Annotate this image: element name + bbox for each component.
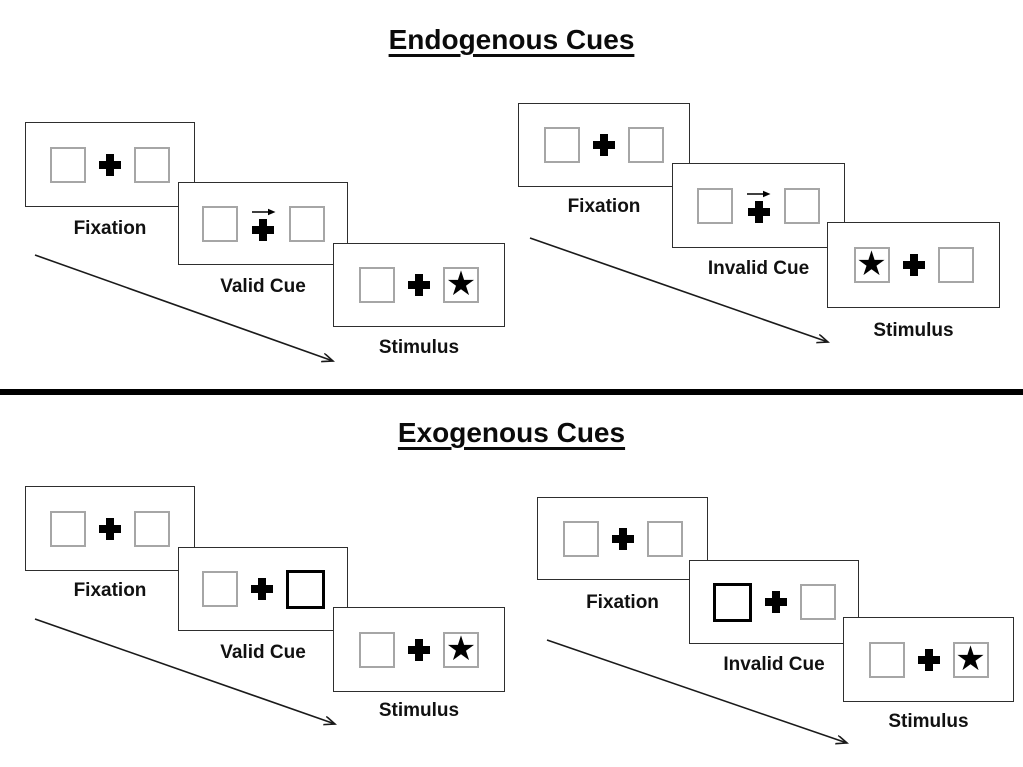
left-placeholder-box: [544, 127, 580, 163]
panel-label: Valid Cue: [220, 276, 306, 297]
left-placeholder-box: [201, 571, 238, 607]
endogenous-valid-cue-panel: [178, 182, 348, 265]
fixation-cross-icon: [764, 591, 787, 613]
fixation-cross-icon: [747, 200, 770, 223]
left-placeholder-box: [562, 520, 599, 557]
right-placeholder-box: [784, 187, 820, 224]
exogenous-invalid-fixation-panel: [537, 497, 708, 580]
panel-label: Stimulus: [888, 711, 969, 732]
right-placeholder-box: [628, 127, 664, 163]
panel-label: Invalid Cue: [723, 654, 825, 675]
endogenous-invalid-cue-panel: [672, 163, 845, 248]
panel-label: Stimulus: [378, 337, 460, 358]
exogenous-invalid-cue-panel: [689, 560, 859, 644]
star-icon: ★: [955, 638, 986, 679]
exogenous-section-title: Exogenous Cues: [397, 417, 626, 448]
endogenous-valid-fixation-panel: [25, 122, 195, 207]
section-divider: [0, 389, 1023, 395]
exogenous-invalid-stimulus-panel: ★: [843, 617, 1014, 702]
panel-label: Fixation: [73, 218, 147, 239]
right-placeholder-box: [134, 146, 170, 183]
fixation-cross-icon: [902, 254, 925, 276]
fixation-cross-icon: [408, 638, 430, 661]
timeline-arrow-exogenous-valid: [34, 618, 335, 724]
left-highlighted-cue-box: [712, 582, 752, 622]
right-target-box: ★: [443, 628, 479, 669]
left-placeholder-box: [359, 631, 395, 668]
right-target-box: ★: [952, 638, 989, 679]
exogenous-valid-fixation-panel: [25, 486, 195, 571]
panel-label: Fixation: [586, 592, 659, 613]
endogenous-valid-stimulus-panel: ★: [333, 243, 505, 327]
fixation-cross-icon: [611, 527, 634, 550]
left-placeholder-box: [50, 510, 86, 547]
panel-label: Stimulus: [378, 700, 460, 721]
panel-label: Stimulus: [873, 320, 954, 341]
panel-label: Valid Cue: [220, 642, 306, 663]
left-placeholder-box: [359, 267, 395, 303]
exogenous-valid-cue-panel: [178, 547, 348, 631]
fixation-cross-icon: [252, 218, 274, 241]
star-icon: ★: [445, 628, 477, 669]
panel-label: Fixation: [73, 580, 147, 601]
right-placeholder-box: [937, 247, 974, 283]
right-target-box: ★: [443, 267, 479, 303]
fixation-cross-icon: [408, 274, 430, 296]
timeline-arrow-endogenous-invalid: [529, 237, 828, 342]
fixation-cross-icon: [593, 134, 615, 156]
right-placeholder-box: [134, 510, 170, 547]
fixation-cross-icon: [99, 517, 121, 540]
right-placeholder-box: [288, 205, 325, 242]
right-arrow-cue-icon: [250, 207, 276, 216]
fixation-cross-icon: [99, 153, 121, 176]
right-highlighted-cue-box: [285, 569, 325, 609]
endogenous-invalid-fixation-panel: [518, 103, 690, 187]
left-placeholder-box: [201, 205, 238, 242]
exogenous-valid-stimulus-panel: ★: [333, 607, 505, 692]
right-arrow-cue-icon: [746, 189, 771, 198]
left-target-box: ★: [853, 244, 890, 284]
panel-label: Invalid Cue: [707, 258, 810, 279]
left-placeholder-box: [697, 187, 733, 224]
endogenous-invalid-stimulus-panel: ★: [827, 222, 1000, 308]
panel-label: Fixation: [567, 196, 641, 217]
star-icon: ★: [856, 244, 887, 284]
fixation-cross-icon: [917, 648, 940, 671]
right-placeholder-box: [646, 520, 683, 557]
left-placeholder-box: [868, 641, 905, 678]
fixation-cross-icon: [250, 578, 273, 600]
endogenous-section-title: Endogenous Cues: [388, 24, 635, 55]
timeline-arrow-endogenous-valid: [34, 254, 333, 361]
star-icon: ★: [445, 264, 477, 304]
left-placeholder-box: [50, 146, 86, 183]
right-placeholder-box: [799, 584, 836, 620]
